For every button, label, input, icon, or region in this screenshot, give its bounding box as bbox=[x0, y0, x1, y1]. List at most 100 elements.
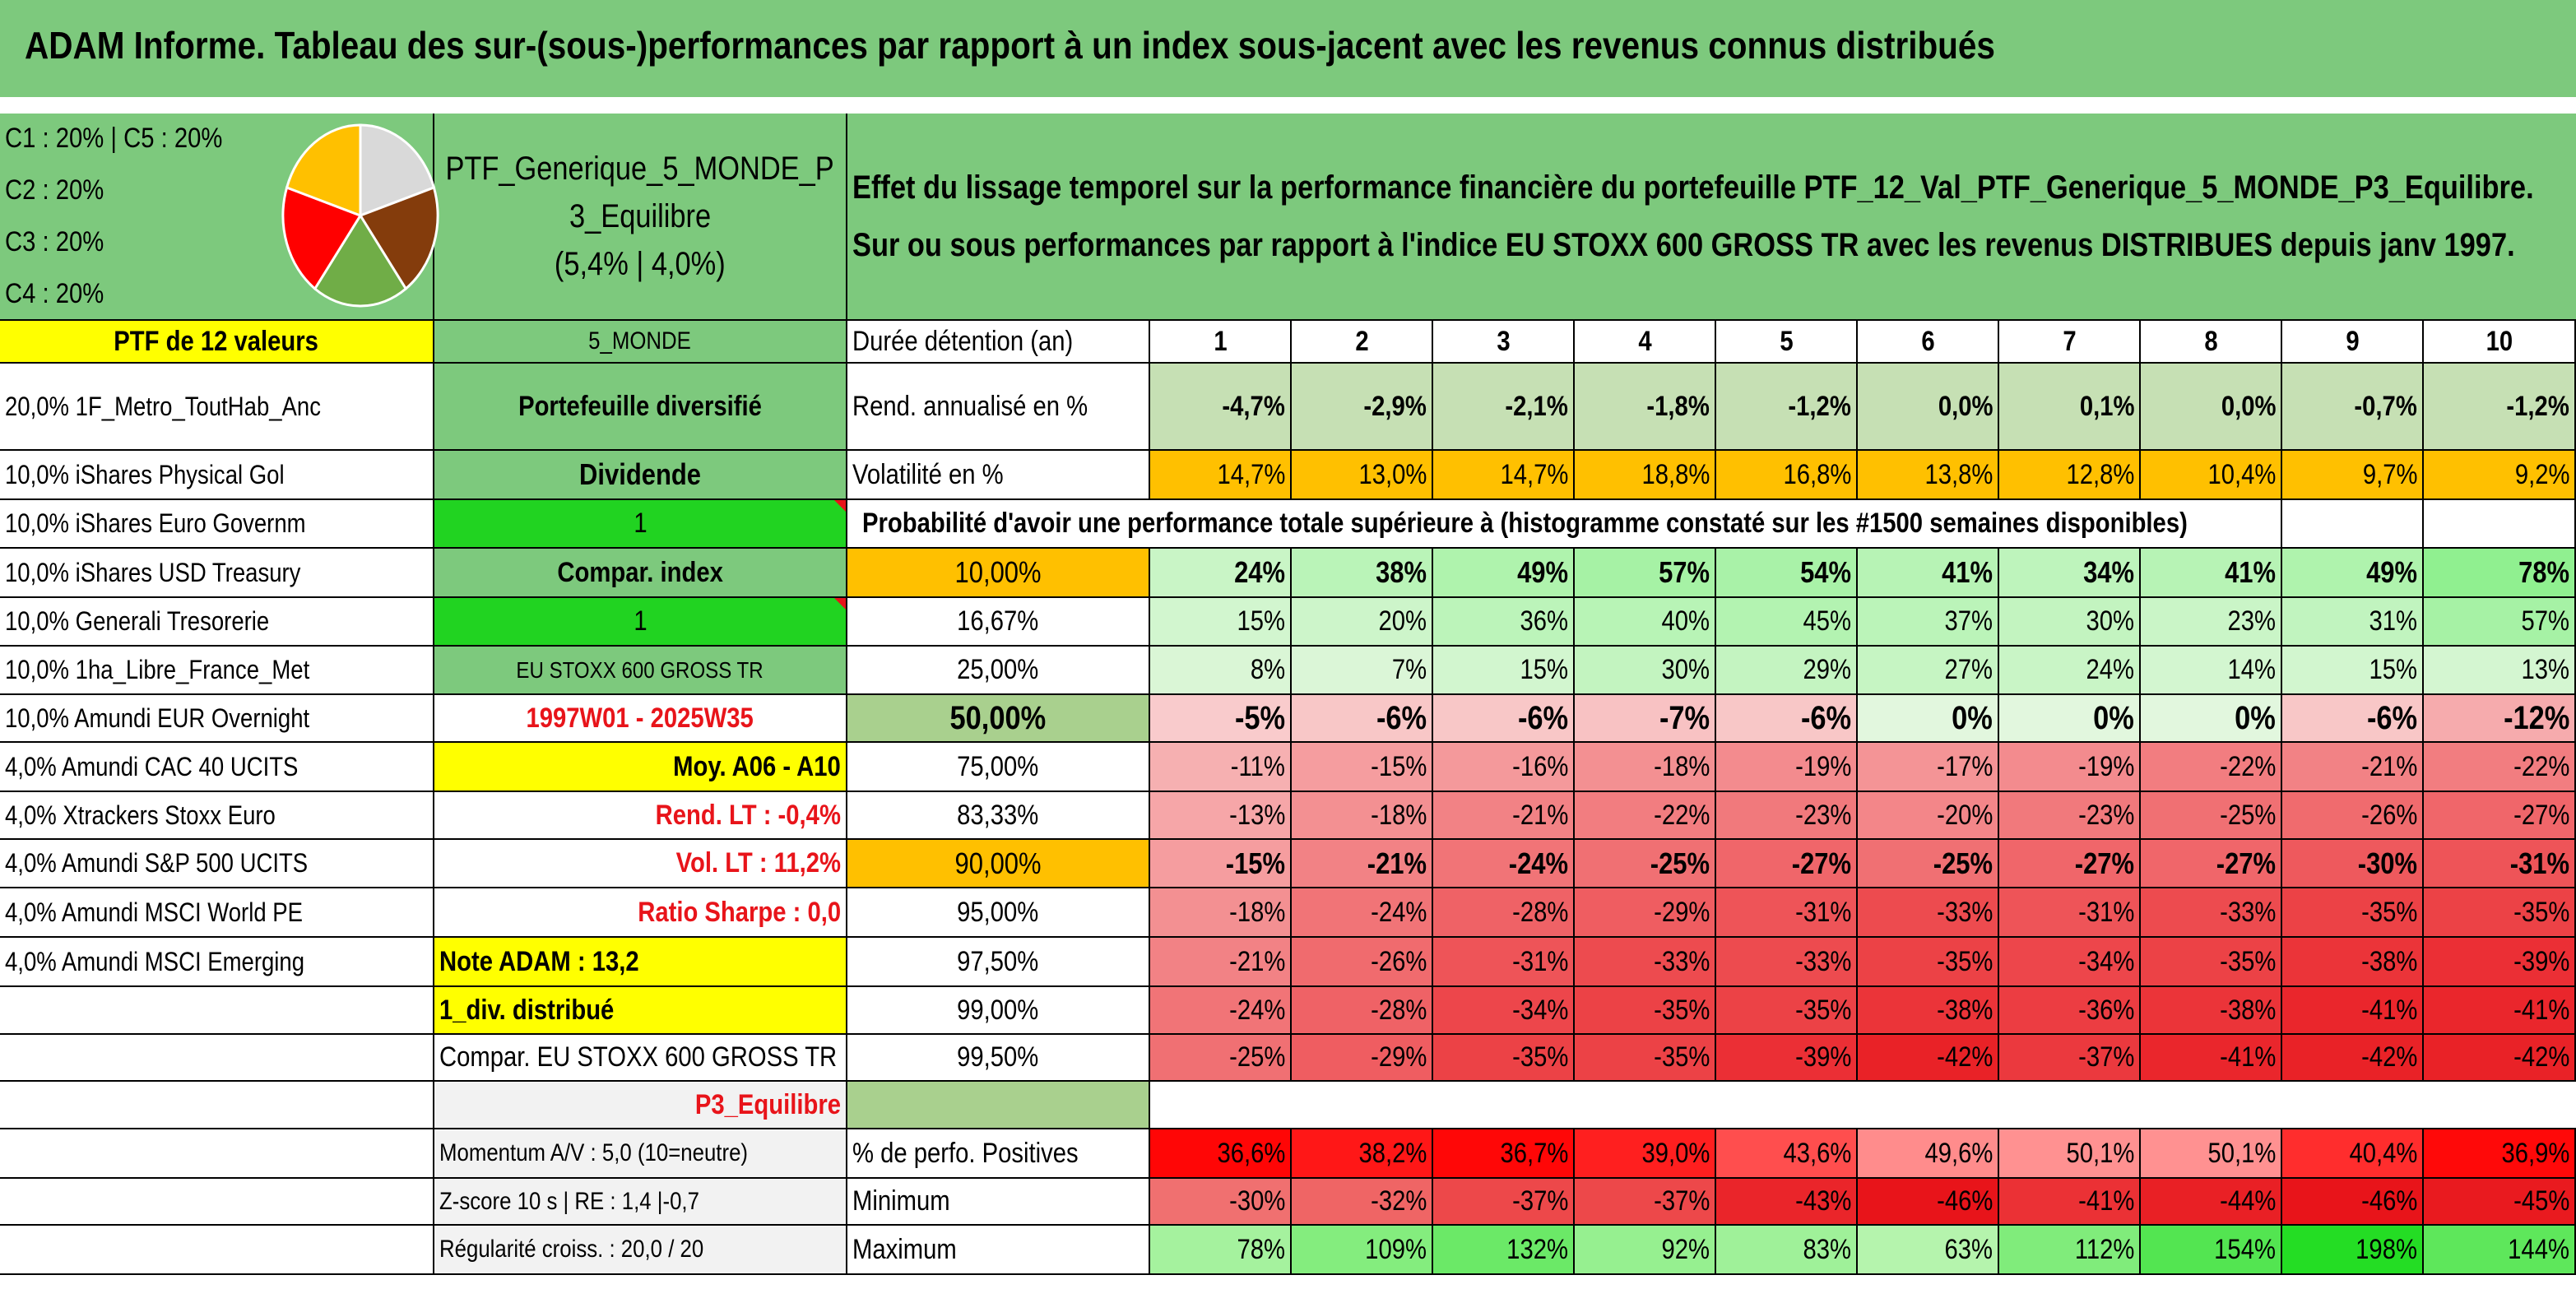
holding-item: 4,0% Amundi MSCI World PE bbox=[0, 888, 434, 938]
duration-label: Durée détention (an) bbox=[847, 321, 1150, 364]
info-cell: EU STOXX 600 GROSS TR bbox=[434, 647, 847, 695]
quantile-value: -42% bbox=[2282, 1035, 2424, 1082]
quantile-value: -31% bbox=[1999, 888, 2141, 938]
holding-item: 10,0% Generali Tresorerie bbox=[0, 598, 434, 647]
quantile-value: 24% bbox=[1999, 647, 2141, 695]
positives-label: % de perfo. Positives bbox=[847, 1129, 1150, 1179]
maximum-value: 109% bbox=[1292, 1226, 1433, 1275]
quantile-value: -35% bbox=[1716, 987, 1858, 1035]
quantile-value: -33% bbox=[1716, 938, 1858, 987]
quantile-value: 20% bbox=[1292, 598, 1433, 647]
info-cell: Compar. index bbox=[434, 549, 847, 598]
quantile-value: 54% bbox=[1716, 549, 1858, 598]
empty-cell bbox=[0, 1179, 434, 1226]
quantile-value: -27% bbox=[1999, 840, 2141, 888]
quantile-value: 8% bbox=[1150, 647, 1292, 695]
rend-value: 0,1% bbox=[1999, 364, 2141, 451]
holding-item: 10,0% iShares Physical Gol bbox=[0, 451, 434, 500]
info-cell: Rend. LT : -0,4% bbox=[434, 792, 847, 840]
quantile-value: -23% bbox=[1999, 792, 2141, 840]
quantile-value: -24% bbox=[1292, 888, 1433, 938]
maximum-label: Maximum bbox=[847, 1226, 1150, 1275]
quantile-value: 41% bbox=[2141, 549, 2282, 598]
quantile-value: -26% bbox=[2282, 792, 2424, 840]
holding-item: 4,0% Amundi CAC 40 UCITS bbox=[0, 743, 434, 792]
minimum-value: -37% bbox=[1575, 1179, 1716, 1226]
quantile-label: 90,00% bbox=[847, 840, 1150, 888]
minimum-value: -46% bbox=[2282, 1179, 2424, 1226]
holdings-header: PTF de 12 valeurs bbox=[0, 321, 434, 364]
empty-cell bbox=[847, 1082, 1150, 1129]
quantile-value: -18% bbox=[1150, 888, 1292, 938]
quantile-value: -28% bbox=[1433, 888, 1575, 938]
positives-value: 50,1% bbox=[2141, 1129, 2282, 1179]
quantile-value: -34% bbox=[1999, 938, 2141, 987]
quantile-value: -35% bbox=[2424, 888, 2576, 938]
quantile-value: 37% bbox=[1858, 598, 1999, 647]
quantile-value: -21% bbox=[1150, 938, 1292, 987]
quantile-value: 15% bbox=[1433, 647, 1575, 695]
minimum-value: -44% bbox=[2141, 1179, 2282, 1226]
minimum-value: -46% bbox=[1858, 1179, 1999, 1226]
rend-value: 0,0% bbox=[1858, 364, 1999, 451]
quantile-value: -31% bbox=[2424, 840, 2576, 888]
info-cell: 1997W01 - 2025W35 bbox=[434, 695, 847, 743]
minimum-value: -45% bbox=[2424, 1179, 2576, 1226]
quantile-value: 49% bbox=[1433, 549, 1575, 598]
quantile-value: 15% bbox=[2282, 647, 2424, 695]
quantile-value: -42% bbox=[1858, 1035, 1999, 1082]
year-header: 1 bbox=[1150, 321, 1292, 364]
quantile-value: -12% bbox=[2424, 695, 2576, 743]
quantile-value: -42% bbox=[2424, 1035, 2576, 1082]
info-cell: 1 bbox=[434, 500, 847, 549]
title-bar: ADAM Informe. Tableau des sur-(sous-)per… bbox=[0, 0, 2576, 104]
positives-value: 38,2% bbox=[1292, 1129, 1433, 1179]
maximum-value: 83% bbox=[1716, 1226, 1858, 1275]
quantile-value: -28% bbox=[1292, 987, 1433, 1035]
year-header: 6 bbox=[1858, 321, 1999, 364]
minimum-label: Minimum bbox=[847, 1179, 1150, 1226]
quantile-label: 95,00% bbox=[847, 888, 1150, 938]
empty-cell bbox=[0, 1035, 434, 1082]
quantile-value: 14% bbox=[2141, 647, 2282, 695]
quantile-value: 0% bbox=[1858, 695, 1999, 743]
holding-item: 4,0% Amundi S&P 500 UCITS bbox=[0, 840, 434, 888]
maximum-value: 112% bbox=[1999, 1226, 2141, 1275]
year-header: 10 bbox=[2424, 321, 2576, 364]
empty-cell bbox=[0, 1226, 434, 1275]
quantile-label: 50,00% bbox=[847, 695, 1150, 743]
quantile-value: -37% bbox=[1999, 1035, 2141, 1082]
quantile-value: -33% bbox=[1575, 938, 1716, 987]
vol-value: 18,8% bbox=[1575, 451, 1716, 500]
info-cell: Ratio Sharpe : 0,0 bbox=[434, 888, 847, 938]
quantile-value: -25% bbox=[1858, 840, 1999, 888]
portfolio-name: PTF_Generique_5_MONDE_P 3_Equilibre (5,4% … bbox=[434, 114, 847, 321]
holding-item: 10,0% Amundi EUR Overnight bbox=[0, 695, 434, 743]
quantile-value: -6% bbox=[1433, 695, 1575, 743]
quantile-value: -23% bbox=[1716, 792, 1858, 840]
year-header: 2 bbox=[1292, 321, 1433, 364]
rend-value: -4,7% bbox=[1150, 364, 1292, 451]
quantile-value: -26% bbox=[1292, 938, 1433, 987]
zone-label: 5_MONDE bbox=[434, 321, 847, 364]
empty-cell bbox=[0, 1082, 434, 1129]
vol-value: 13,8% bbox=[1858, 451, 1999, 500]
quantile-value: -39% bbox=[1716, 1035, 1858, 1082]
year-header: 5 bbox=[1716, 321, 1858, 364]
pie-slice-c1 bbox=[359, 123, 436, 218]
vol-value: 10,4% bbox=[2141, 451, 2282, 500]
quantile-value: -22% bbox=[2141, 743, 2282, 792]
quantile-value: -6% bbox=[1292, 695, 1433, 743]
vol-value: 14,7% bbox=[1150, 451, 1292, 500]
quantile-value: 30% bbox=[1575, 647, 1716, 695]
pie-slice-c4 bbox=[281, 186, 363, 291]
info-cell: Dividende bbox=[434, 451, 847, 500]
quantile-value: 15% bbox=[1150, 598, 1292, 647]
quantile-value: 34% bbox=[1999, 549, 2141, 598]
quantile-value: -15% bbox=[1292, 743, 1433, 792]
allocation-pie-chart bbox=[262, 118, 459, 313]
minimum-value: -37% bbox=[1433, 1179, 1575, 1226]
quantile-value: -18% bbox=[1575, 743, 1716, 792]
quantile-value: 49% bbox=[2282, 549, 2424, 598]
quantile-value: 24% bbox=[1150, 549, 1292, 598]
